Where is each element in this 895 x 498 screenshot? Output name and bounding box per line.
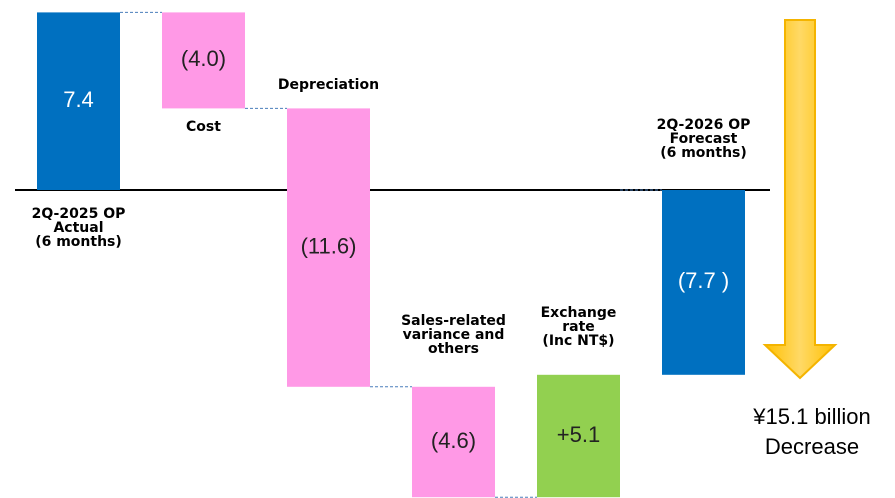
- category-label: 2Q-2025 OP Actual (6 months): [31, 206, 126, 250]
- bar: [412, 386, 495, 498]
- category-label: Depreciation: [277, 77, 380, 93]
- bar: [662, 190, 745, 375]
- value-label: +5.1: [557, 422, 600, 447]
- category-label: 2Q-2026 OP Forecast (6 months): [656, 117, 751, 161]
- decrease-arrow: [762, 19, 838, 380]
- value-label: (11.6): [301, 233, 357, 258]
- value-label: (7.7 ): [678, 268, 729, 293]
- category-label: Exchange rate (Inc NT$): [540, 305, 617, 349]
- value-label: (4.6): [431, 428, 476, 453]
- bar: [162, 12, 245, 109]
- category-label: Sales-related variance and others: [401, 313, 506, 357]
- value-label: 7.4: [63, 87, 94, 112]
- annotation: ¥15.1 billion Decrease: [753, 404, 871, 459]
- bar: [37, 12, 120, 191]
- value-label: (4.0): [181, 46, 226, 71]
- bar: [287, 108, 370, 387]
- bar: [537, 374, 620, 498]
- category-label: Cost: [186, 119, 221, 135]
